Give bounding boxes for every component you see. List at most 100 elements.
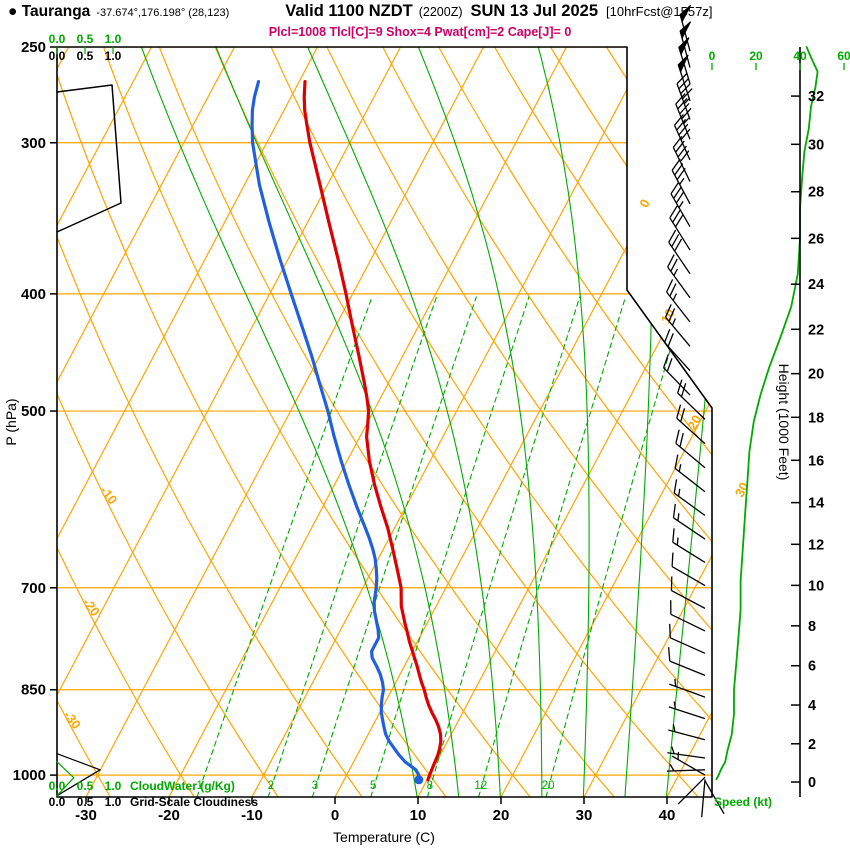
- isotherm-gridlines: [57, 47, 712, 797]
- speed-scale: 0 20 40 60: [709, 49, 850, 70]
- svg-text:1.0: 1.0: [105, 779, 122, 793]
- svg-text:20: 20: [493, 807, 510, 824]
- svg-text:300: 300: [21, 135, 46, 152]
- parameters-line: Plcl=1008 Tlcl[C]=9 Shox=4 Pwat[cm]=2 Ca…: [268, 25, 572, 39]
- svg-text:10: 10: [808, 578, 824, 594]
- svg-text:-10: -10: [97, 483, 120, 507]
- header: ● Tauranga -37.674°,176.198° (28,123) Va…: [8, 2, 712, 21]
- svg-text:0.0: 0.0: [49, 779, 66, 793]
- svg-text:24: 24: [808, 277, 824, 293]
- svg-text:0.0: 0.0: [49, 795, 66, 809]
- svg-text:1.0: 1.0: [105, 49, 122, 63]
- svg-text:0.5: 0.5: [77, 779, 94, 793]
- plot-boundary: [56, 46, 713, 798]
- cloudwater-label: CloudWater (g/Kg): [130, 779, 235, 793]
- svg-text:40: 40: [793, 49, 807, 63]
- svg-text:20: 20: [684, 413, 704, 433]
- mixing-ratio-labels: 1 2 3 5 8 12 20: [196, 780, 554, 792]
- speed-axis-label: Speed (kt): [714, 795, 772, 809]
- cloud-scale-top: 0.0 0.0 0.5 0.5 1.0 1.0: [49, 32, 122, 63]
- cloudwater-trace: [56, 761, 75, 797]
- svg-text:400: 400: [21, 286, 46, 303]
- svg-text:8: 8: [427, 780, 433, 792]
- surface-dewpoint-marker: [414, 775, 424, 785]
- temperature-axis: -30 -20 -10 0 10 20 30 40: [75, 797, 675, 824]
- svg-text:0: 0: [808, 775, 816, 791]
- svg-text:14: 14: [808, 496, 824, 512]
- forecast-tag: [10hrFcst@1557z]: [606, 4, 713, 19]
- svg-text:1: 1: [196, 780, 202, 792]
- svg-text:10: 10: [410, 807, 427, 824]
- mixing-ratio-lines: [196, 296, 687, 797]
- pressure-axis: 250 300 400 500 700 850 1000: [13, 39, 57, 784]
- svg-text:30: 30: [732, 480, 752, 500]
- svg-text:700: 700: [21, 580, 46, 597]
- cloudiness-trace: [56, 753, 101, 797]
- svg-text:16: 16: [808, 453, 824, 469]
- grid-green: [140, 47, 712, 797]
- svg-text:20: 20: [749, 49, 763, 63]
- svg-text:850: 850: [21, 682, 46, 699]
- grid-orange: [57, 47, 712, 797]
- valid-date: SUN 13 Jul 2025: [470, 2, 599, 20]
- svg-text:0.0: 0.0: [49, 32, 66, 46]
- pressure-axis-label: P (hPa): [3, 398, 19, 445]
- svg-text:0.0: 0.0: [49, 49, 66, 63]
- wind-barbs: [662, 4, 725, 818]
- svg-text:12: 12: [808, 537, 824, 553]
- svg-text:20: 20: [808, 367, 824, 383]
- svg-text:-10: -10: [241, 807, 263, 824]
- speed-curve: [715, 46, 819, 781]
- svg-text:30: 30: [808, 137, 824, 153]
- svg-text:-30: -30: [75, 807, 97, 824]
- moist-adiabats: [140, 47, 712, 797]
- svg-text:0.5: 0.5: [77, 32, 94, 46]
- svg-text:26: 26: [808, 231, 824, 247]
- svg-text:4: 4: [808, 698, 816, 714]
- svg-text:40: 40: [659, 807, 676, 824]
- dewpoint-curve: [250, 80, 421, 782]
- svg-text:30: 30: [576, 807, 593, 824]
- svg-text:5: 5: [370, 780, 376, 792]
- svg-text:20: 20: [542, 780, 555, 792]
- adiabat-labels: -10-20-30: [61, 483, 121, 732]
- temperature-axis-label: Temperature (C): [333, 829, 435, 845]
- temperature-curve: [302, 80, 443, 782]
- dry-adiabats: [57, 47, 712, 797]
- svg-text:0.5: 0.5: [77, 795, 94, 809]
- svg-text:-20: -20: [158, 807, 180, 824]
- valid-zulu: (2200Z): [418, 5, 463, 19]
- svg-text:1000: 1000: [13, 767, 46, 784]
- height-axis-label: Height (1000 Feet): [776, 364, 792, 481]
- svg-text:1.0: 1.0: [105, 795, 122, 809]
- svg-text:250: 250: [21, 39, 46, 56]
- svg-text:0: 0: [636, 197, 653, 210]
- cloud-scale-bottom: 0.0 0.0 0.5 0.5 1.0 1.0: [49, 779, 122, 809]
- svg-text:0: 0: [709, 49, 716, 63]
- valid-time: Valid 1100 NZDT: [285, 2, 413, 20]
- svg-text:2: 2: [808, 737, 816, 753]
- svg-text:6: 6: [808, 659, 816, 675]
- svg-text:8: 8: [808, 619, 816, 635]
- hodograph-trace: [56, 84, 122, 233]
- svg-text:12: 12: [474, 780, 487, 792]
- svg-text:22: 22: [808, 322, 824, 338]
- profiles: [250, 80, 443, 785]
- svg-text:28: 28: [808, 185, 824, 201]
- svg-text:3: 3: [312, 780, 318, 792]
- svg-text:18: 18: [808, 410, 824, 426]
- svg-text:60: 60: [837, 49, 850, 63]
- svg-text:500: 500: [21, 403, 46, 420]
- cloudiness-label: Grid-Scale Cloudiness: [130, 795, 258, 809]
- svg-text:-30: -30: [61, 708, 84, 732]
- svg-text:0.5: 0.5: [77, 49, 94, 63]
- svg-text:32: 32: [808, 89, 824, 105]
- svg-text:0: 0: [331, 807, 339, 824]
- station-coords: -37.674°,176.198° (28,123): [96, 7, 230, 19]
- svg-text:2: 2: [268, 780, 274, 792]
- svg-text:1.0: 1.0: [105, 32, 122, 46]
